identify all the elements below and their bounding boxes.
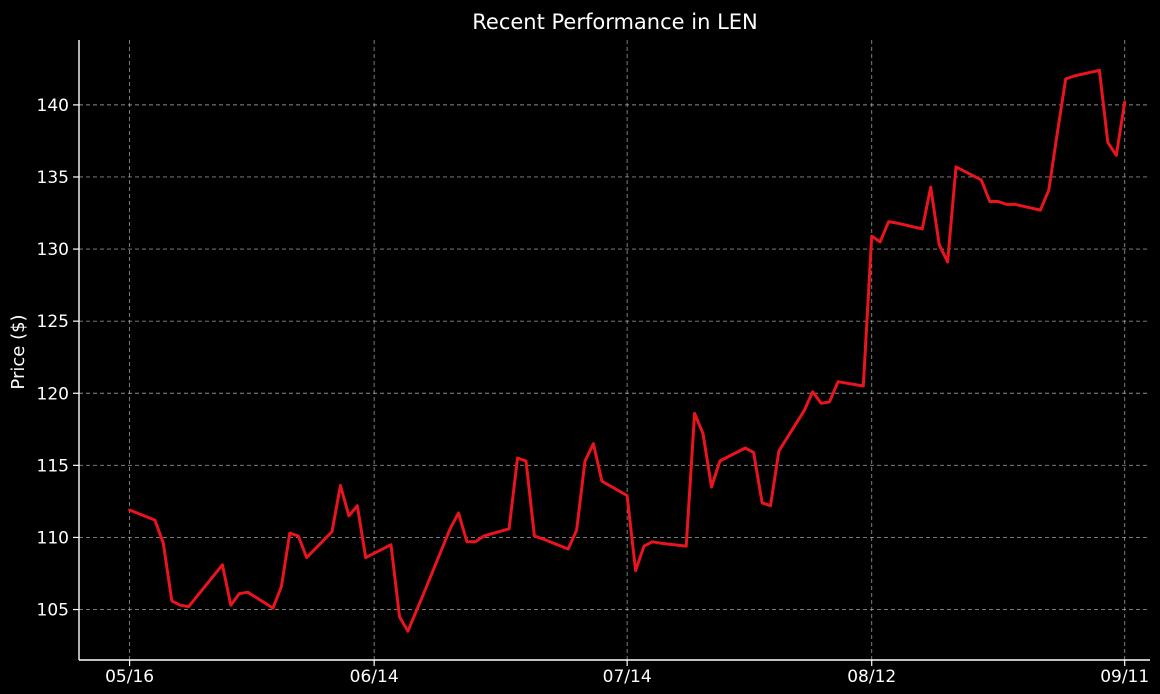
x-tick-label: 05/16 — [105, 667, 154, 687]
x-tick-label: 06/14 — [350, 667, 399, 687]
grid-lines — [79, 40, 1150, 660]
y-tick-label: 140 — [37, 96, 69, 116]
series-layer — [128, 68, 1127, 633]
y-tick-label: 135 — [37, 168, 69, 188]
chart-title: Recent Performance in LEN — [472, 10, 758, 34]
y-tick-label: 110 — [37, 528, 69, 548]
x-tick-label: 09/11 — [1100, 667, 1149, 687]
y-tick-label: 115 — [37, 456, 69, 476]
x-tick-label: 07/14 — [603, 667, 652, 687]
tick-labels: 105 110 115 120 125 130 135 140 05/16 06/14 07/14 0… — [37, 96, 1150, 687]
x-tick-label: 08/12 — [847, 667, 896, 687]
price-series-line — [128, 68, 1127, 633]
y-tick-label: 120 — [37, 384, 69, 404]
y-tick-label: 130 — [37, 240, 69, 260]
y-axis-label: Price ($) — [8, 314, 29, 389]
axes — [73, 40, 1150, 666]
y-tick-label: 105 — [37, 601, 69, 621]
y-tick-label: 125 — [37, 312, 69, 332]
